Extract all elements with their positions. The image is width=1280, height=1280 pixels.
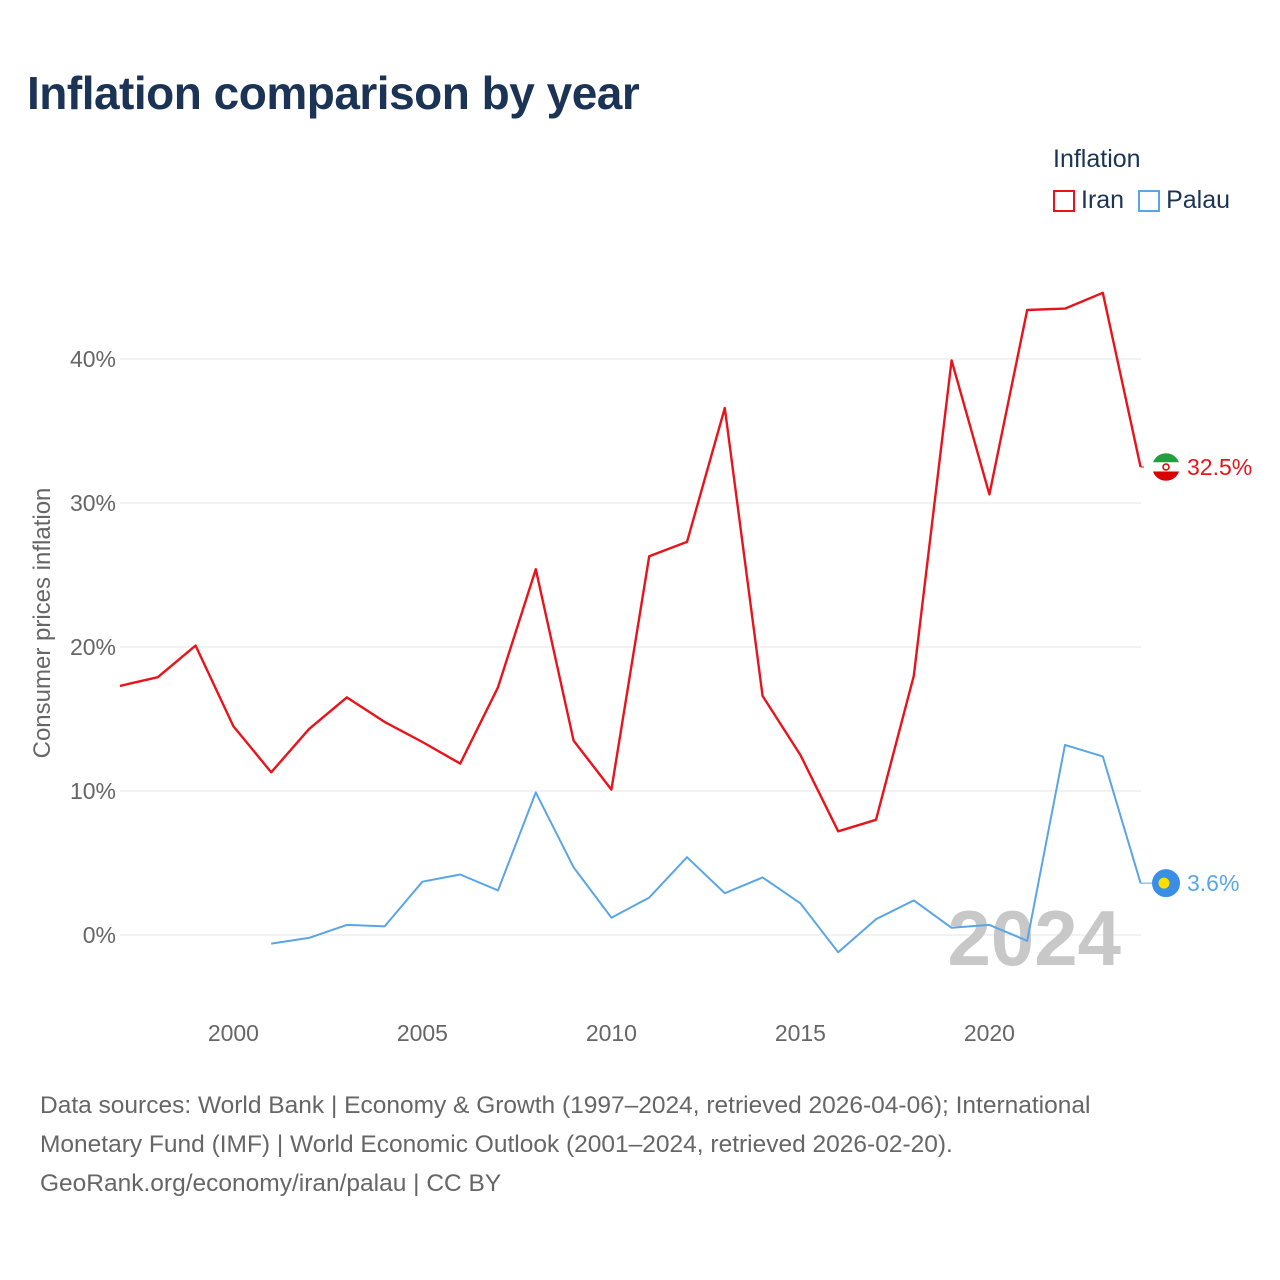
flag-stripe [1152,453,1180,463]
footer-line-2: Monetary Fund (IMF) | World Economic Out… [40,1131,953,1158]
legend-swatch-palau [1138,189,1161,212]
y-tick-label: 0% [83,922,116,948]
footer-line-1: Data sources: World Bank | Economy & Gro… [40,1092,1091,1119]
y-tick-label: 40% [70,346,116,372]
flag-stripe [1152,471,1180,481]
x-tick-label: 2010 [586,1020,637,1046]
line-chart: 0%10%20%30%40% 2000 2005 2010 2015 2020 2024… [29,291,1252,1046]
footer-line-3: GeoRank.org/economy/iran/palau | CC BY [40,1170,502,1197]
iran-flag-icon [1144,445,1188,489]
y-tick-label: 30% [70,490,116,516]
legend-item-palau[interactable]: Palau [1138,186,1230,215]
x-tick-label: 2015 [775,1020,826,1046]
legend: Iran Palau [1053,186,1244,215]
y-tick-label: 10% [70,778,116,804]
y-axis-label: Consumer prices inflation [29,488,56,759]
series-end-markers: 32.5% 3.6% [1140,445,1252,898]
end-value-label-iran: 32.5% [1187,454,1252,480]
x-tick-label: 2020 [964,1020,1015,1046]
series-line-palau [271,743,1142,954]
series-line-iran [119,291,1142,833]
series-lines [119,291,1142,954]
chart-title: Inflation comparison by year [27,67,640,119]
y-tick-label: 20% [70,634,116,660]
footer-sources: Data sources: World Bank | Economy & Gro… [40,1086,1240,1203]
x-axis-ticks: 2000 2005 2010 2015 2020 [208,1020,1015,1046]
legend-label-palau: Palau [1166,186,1231,214]
end-value-label-palau: 3.6% [1187,870,1239,896]
palau-flag-icon [1152,869,1180,898]
legend-item-iran[interactable]: Iran [1053,186,1124,215]
gridlines [120,358,1141,936]
legend-swatch-iran [1053,189,1075,212]
legend-title: Inflation [1053,145,1141,173]
legend-label-iran: Iran [1081,186,1125,214]
x-tick-label: 2005 [397,1020,448,1046]
y-axis-ticks: 0% 10% 20% 30% 40% [70,346,116,948]
flag-emblem [1162,463,1170,471]
x-tick-label: 2000 [208,1020,259,1046]
flag-stripe [1152,462,1180,472]
flag-disc [1158,877,1170,889]
flag-mask [1144,445,1188,489]
